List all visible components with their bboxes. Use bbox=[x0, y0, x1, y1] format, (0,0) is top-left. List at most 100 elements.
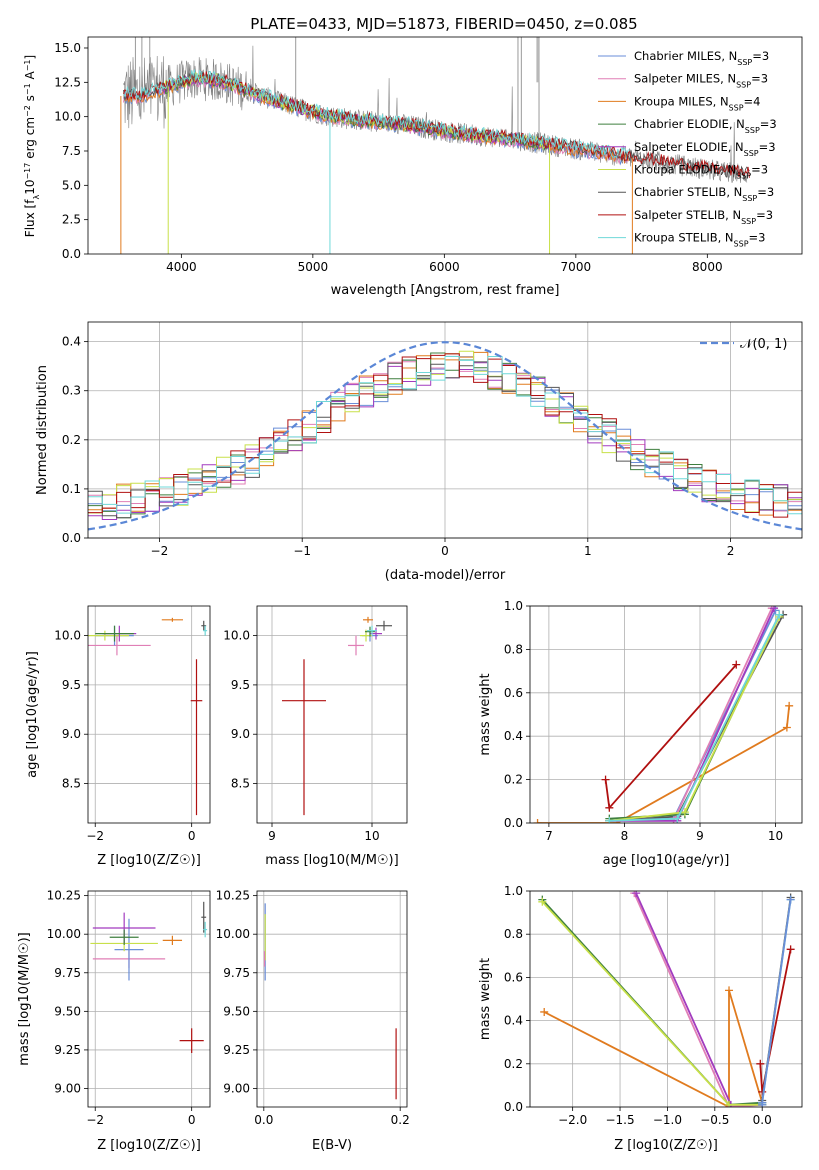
y-tick-label: 0.0 bbox=[62, 531, 81, 545]
series-marker bbox=[725, 1100, 734, 1107]
x-tick-label: −1.0 bbox=[653, 1113, 682, 1127]
y-axis-label: Normed distribution bbox=[35, 365, 50, 495]
x-tick-label: −2 bbox=[86, 1113, 104, 1127]
series-marker bbox=[601, 775, 610, 784]
plot-area bbox=[120, 37, 750, 254]
series-marker bbox=[632, 891, 641, 898]
y-tick-label: 9.0 bbox=[231, 727, 250, 741]
series-marker bbox=[785, 701, 794, 710]
plot-area bbox=[88, 617, 208, 816]
x-axis-label: Z [log10(Z/Z☉)] bbox=[97, 853, 201, 868]
legend-label: Chabrier STELIB, NSSP=3 bbox=[634, 185, 774, 203]
y-tick-label: 0.2 bbox=[62, 433, 81, 447]
plot-area bbox=[263, 903, 397, 1100]
y-tick-label: 0.2 bbox=[504, 773, 523, 787]
axes-frame bbox=[256, 605, 408, 824]
y-tick-label: 9.50 bbox=[54, 1004, 81, 1018]
y-tick-label: 0.4 bbox=[504, 729, 523, 743]
series-line bbox=[609, 607, 773, 822]
x-axis-label: E(B-V) bbox=[312, 1138, 352, 1153]
legend-label: Kroupa ELODIE, NSSP=3 bbox=[634, 163, 768, 181]
panel-mass-vs-extinction: 0.0 0.2 9.00 9.25 9.50 9.75 10.00 10.25 E(B-V) bbox=[216, 889, 410, 1153]
x-tick-label: 5000 bbox=[298, 260, 329, 274]
plot-area bbox=[282, 616, 392, 816]
y-tick-label: 0.6 bbox=[504, 686, 523, 700]
x-tick-label: −1.5 bbox=[605, 1113, 634, 1127]
x-tick-label: 7000 bbox=[561, 260, 592, 274]
y-tick-label: 0.0 bbox=[62, 247, 81, 261]
y-tick-label: 0.0 bbox=[504, 1100, 523, 1114]
y-tick-label: 9.75 bbox=[223, 966, 250, 980]
axes-frame bbox=[256, 890, 408, 1108]
y-tick-label: 1.0 bbox=[504, 599, 523, 613]
axes-frame bbox=[87, 321, 803, 539]
series-line bbox=[633, 892, 763, 1107]
x-axis-label: Z [log10(Z/Z☉)] bbox=[614, 1138, 718, 1153]
y-tick-label: 10.00 bbox=[216, 927, 250, 941]
y-tick-label: 10.0 bbox=[54, 629, 81, 643]
histogram-step bbox=[88, 356, 802, 515]
y-tick-label: 9.25 bbox=[54, 1043, 81, 1057]
y-tick-label: 10.25 bbox=[216, 889, 250, 903]
legend-label: Salpeter STELIB, NSSP=3 bbox=[634, 208, 773, 226]
axes-frame bbox=[87, 605, 211, 824]
panel-mass-weight-vs-age: 7 8 9 10 0.0 0.2 0.4 0.6 0.8 1.0 age [log10(age/yr… bbox=[478, 599, 803, 868]
x-axis-label: wavelength [Angstrom, rest frame] bbox=[331, 283, 560, 298]
y-tick-label: 0.6 bbox=[504, 970, 523, 984]
axes-frame bbox=[87, 890, 211, 1108]
y-axis-label: mass weight bbox=[478, 673, 493, 755]
x-axis-label: (data-model)/error bbox=[385, 568, 506, 583]
series-marker bbox=[680, 808, 689, 817]
series-line bbox=[537, 705, 791, 823]
panel-residual-histogram: −2 −1 0 1 2 0.0 0.1 0.2 0.3 0.4 (data-model)/error… bbox=[35, 321, 803, 583]
y-tick-label: 0.4 bbox=[504, 1014, 523, 1028]
x-tick-label: 0 bbox=[441, 544, 449, 558]
y-tick-label: 7.5 bbox=[62, 144, 81, 158]
series-marker bbox=[786, 945, 795, 954]
y-tick-label: 9.25 bbox=[223, 1043, 250, 1057]
series-marker bbox=[538, 897, 547, 906]
panel-mass-weight-vs-metallicity: −2.0 −1.5 −1.0 −0.5 0.0 0.0 0.2 0.4 0.6 0.8 1.0 Z [… bbox=[478, 884, 803, 1153]
panel-age-vs-metallicity: −2 0 8.5 9.0 9.5 10.0 Z [log10(Z/Z☉)] age [log1… bbox=[25, 605, 211, 868]
x-axis-label: Z [log10(Z/Z☉)] bbox=[97, 1138, 201, 1153]
series-marker bbox=[758, 1098, 767, 1107]
series-marker bbox=[782, 723, 791, 732]
model-line bbox=[123, 70, 750, 178]
histogram-step bbox=[88, 353, 802, 518]
gaussian-curve bbox=[88, 341, 802, 531]
series-marker bbox=[533, 819, 542, 823]
series-marker bbox=[756, 1059, 765, 1068]
axes-frame bbox=[529, 605, 803, 824]
y-tick-label: 0.8 bbox=[504, 927, 523, 941]
legend-label: Kroupa STELIB, NSSP=3 bbox=[634, 231, 765, 249]
x-tick-label: 8000 bbox=[692, 260, 723, 274]
x-tick-label: 8 bbox=[621, 829, 629, 843]
series-marker bbox=[540, 1007, 549, 1016]
legend-label: Salpeter MILES, NSSP=3 bbox=[634, 72, 768, 90]
x-tick-label: −0.5 bbox=[700, 1113, 729, 1127]
x-tick-label: 10 bbox=[768, 829, 783, 843]
y-tick-label: 9.0 bbox=[62, 727, 81, 741]
x-axis-label: mass [log10(M/M☉)] bbox=[265, 853, 398, 868]
x-tick-label: 0.0 bbox=[254, 1113, 273, 1127]
y-tick-label: 15.0 bbox=[54, 41, 81, 55]
y-tick-label: 10.0 bbox=[223, 629, 250, 643]
x-tick-label: 0 bbox=[188, 1113, 196, 1127]
series-marker bbox=[725, 986, 734, 995]
x-tick-label: 2 bbox=[727, 544, 735, 558]
plot-area bbox=[90, 901, 208, 1053]
panel-age-vs-mass: 9 10 8.5 9.0 9.5 10.0 mass [log10(M/M☉)] bbox=[223, 605, 408, 868]
y-axis-label: age [log10(age/yr)] bbox=[25, 651, 40, 778]
y-tick-label: 12.5 bbox=[54, 75, 81, 89]
x-tick-label: −2 bbox=[151, 544, 169, 558]
panel-mass-vs-metallicity: −2 0 9.00 9.25 9.50 9.75 10.00 10.25 Z [log10(Z/… bbox=[17, 889, 211, 1153]
legend-label: Salpeter ELODIE, NSSP=3 bbox=[634, 140, 776, 158]
y-axis-label: mass [log10(M/M☉)] bbox=[17, 932, 32, 1065]
x-tick-label: 9 bbox=[268, 829, 276, 843]
y-tick-label: 9.75 bbox=[54, 966, 81, 980]
axes-frame bbox=[87, 36, 803, 255]
x-tick-label: −2.0 bbox=[558, 1113, 587, 1127]
series-marker bbox=[732, 660, 741, 669]
y-tick-label: 9.00 bbox=[223, 1081, 250, 1095]
y-tick-label: 5.0 bbox=[62, 178, 81, 192]
